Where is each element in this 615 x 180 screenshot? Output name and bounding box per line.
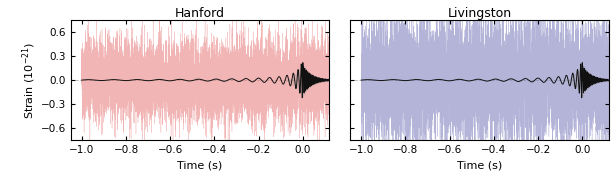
X-axis label: Time (s): Time (s) bbox=[178, 161, 223, 171]
Title: Livingston: Livingston bbox=[448, 7, 512, 20]
Title: Hanford: Hanford bbox=[175, 7, 225, 20]
X-axis label: Time (s): Time (s) bbox=[457, 161, 502, 171]
Y-axis label: Strain ($10^{-21}$): Strain ($10^{-21}$) bbox=[20, 41, 38, 119]
